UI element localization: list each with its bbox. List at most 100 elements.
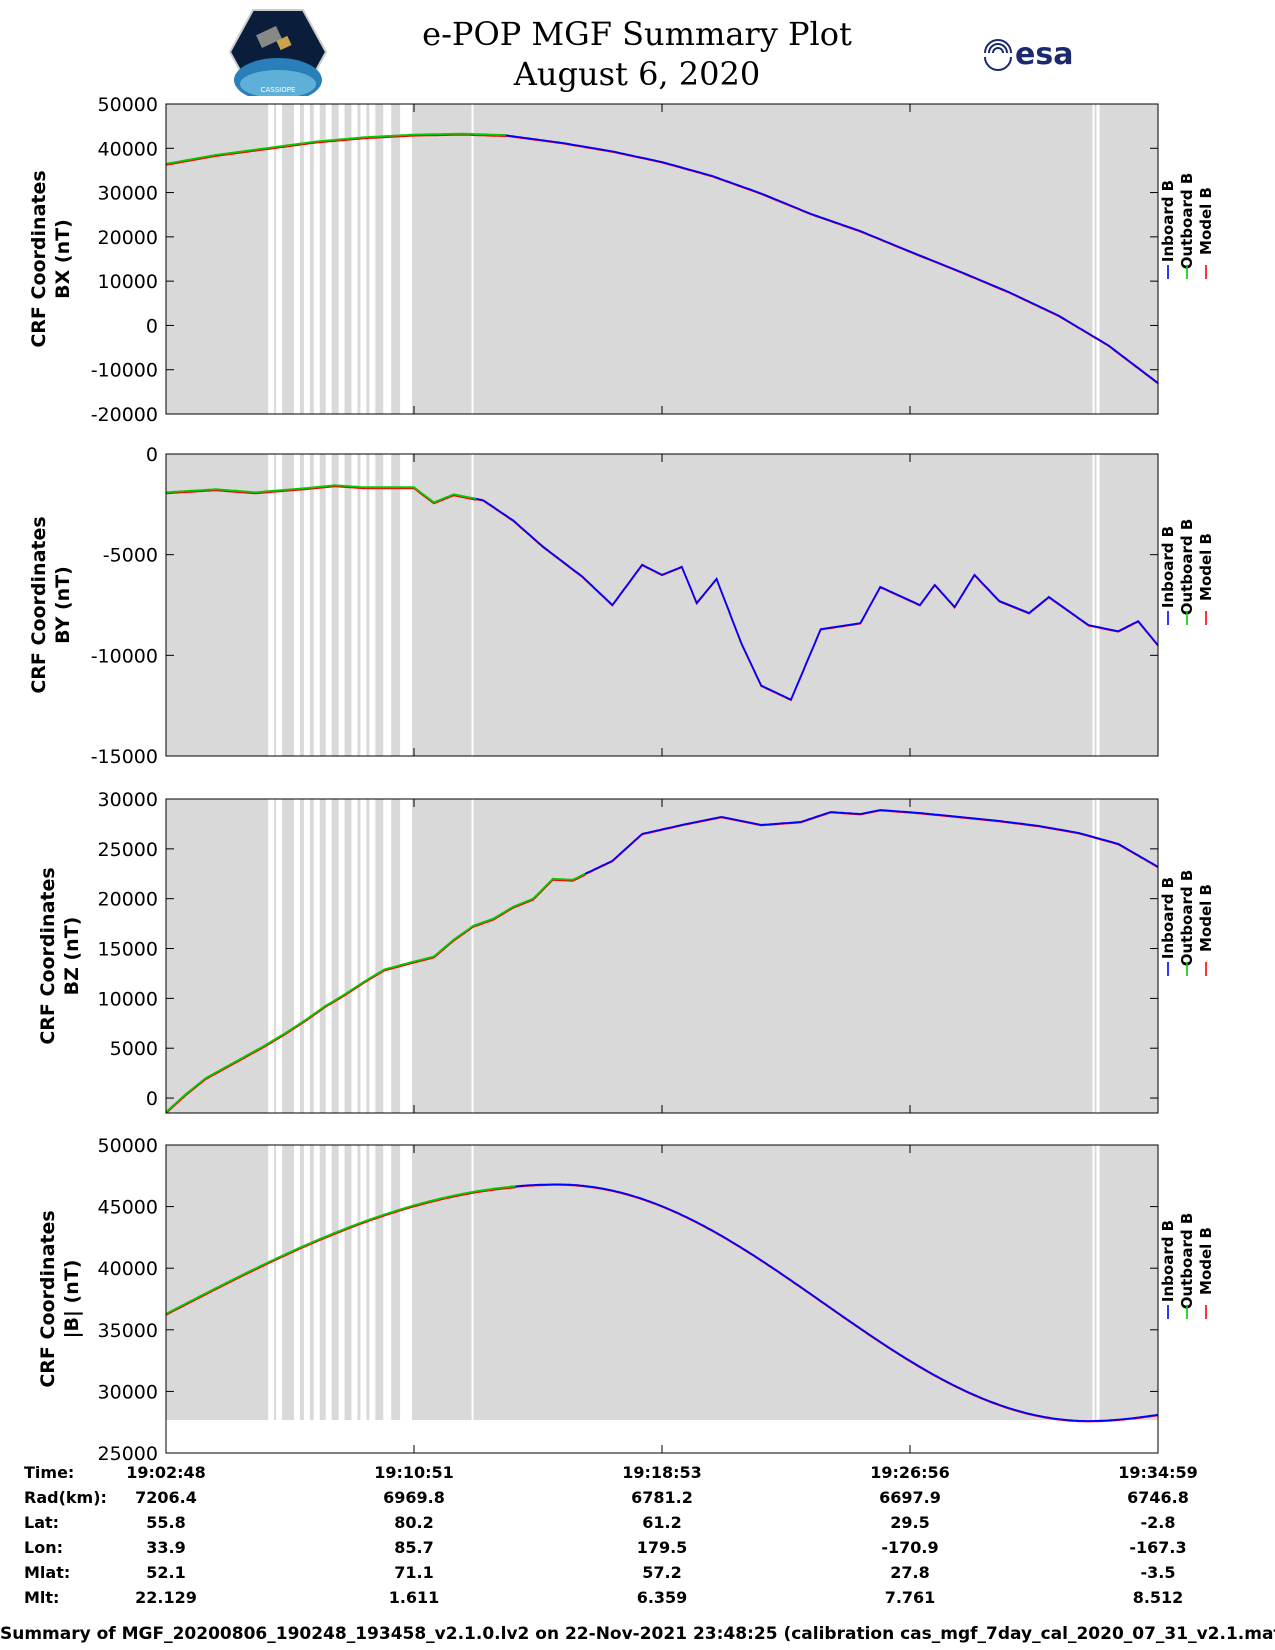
mgf-chart: 50000400003000020000100000-10000-20000CR… xyxy=(28,94,1215,1463)
y-tick-label: 30000 xyxy=(98,183,158,205)
data-gap-band xyxy=(471,454,474,756)
table-cell: 6697.9 xyxy=(879,1488,941,1507)
esa-logo-text: esa xyxy=(1015,37,1073,72)
y-axis-label: CRF Coordinates xyxy=(37,1210,59,1387)
legend-inboard-b-label: Inboard B xyxy=(1159,180,1177,262)
table-row-label: Lon: xyxy=(24,1538,63,1557)
y-tick-label: 0 xyxy=(146,315,158,337)
series-outboard-b xyxy=(165,872,586,1113)
table-row-label: Time: xyxy=(24,1463,75,1482)
table-cell: 6969.8 xyxy=(383,1488,445,1507)
y-axis-label: CRF Coordinates xyxy=(28,170,50,347)
y-tick-label: -5000 xyxy=(103,545,158,567)
y-tick-label: 0 xyxy=(146,444,158,466)
data-gap-band xyxy=(360,799,367,1113)
series-model-b xyxy=(165,134,506,166)
data-gap-band xyxy=(303,104,310,414)
data-gap-band xyxy=(400,799,413,1113)
data-gap-band xyxy=(338,1145,345,1420)
data-gap-band xyxy=(1096,1145,1100,1420)
legend-outboard-b-label: Outboard B xyxy=(1178,870,1196,967)
series-model-b xyxy=(165,485,477,505)
plot-frame xyxy=(165,1144,1159,1454)
table-cell: 1.611 xyxy=(388,1588,440,1607)
table-row-label: Rad(km): xyxy=(24,1488,107,1507)
data-gap-band xyxy=(383,1145,392,1420)
y-tick-label: 40000 xyxy=(98,138,158,160)
y-tick-label: 40000 xyxy=(98,1258,158,1280)
table-cell: 19:26:56 xyxy=(870,1463,950,1482)
table-cell: 8.512 xyxy=(1132,1588,1184,1607)
table-cell: 6781.2 xyxy=(631,1488,693,1507)
table-cell: 52.1 xyxy=(146,1563,186,1582)
data-gap-band xyxy=(303,454,310,756)
legend-inboard-b-label: Inboard B xyxy=(1159,526,1177,608)
data-gap-band xyxy=(313,1145,320,1420)
table-cell: 179.5 xyxy=(636,1538,688,1557)
y-axis-unit-label: BY (nT) xyxy=(52,566,74,644)
series-inboard-b xyxy=(510,1183,1159,1422)
data-gap-band xyxy=(276,454,283,756)
series-model-b xyxy=(165,874,586,1114)
y-tick-label: 25000 xyxy=(98,1443,158,1463)
data-gap-band xyxy=(313,454,320,756)
data-gap-band xyxy=(369,454,376,756)
series-outboard-b xyxy=(165,1185,516,1315)
data-gap-band xyxy=(400,1145,413,1420)
data-gap-band xyxy=(313,104,320,414)
table-cell: 55.8 xyxy=(146,1513,186,1532)
data-gap-band xyxy=(1092,1145,1095,1420)
data-gap-band xyxy=(400,104,413,414)
y-tick-label: 20000 xyxy=(98,227,158,249)
title-line-1: e-POP MGF Summary Plot xyxy=(422,15,852,53)
y-tick-label: -15000 xyxy=(91,746,158,768)
y-tick-label: 15000 xyxy=(98,939,158,961)
data-gap-band xyxy=(338,799,345,1113)
table-cell: 7.761 xyxy=(884,1588,936,1607)
table-cell: 61.2 xyxy=(642,1513,682,1532)
table-cell: 19:18:53 xyxy=(622,1463,702,1482)
footer-caption: Summary of MGF_20200806_190248_193458_v2… xyxy=(0,1624,1275,1644)
legend-outboard-b-label: Outboard B xyxy=(1178,519,1196,616)
data-gap-band xyxy=(351,104,358,414)
y-tick-label: 30000 xyxy=(98,789,158,811)
plot-frame xyxy=(165,453,1159,757)
data-gap-band xyxy=(293,799,300,1113)
data-gap-band xyxy=(383,454,392,756)
data-gap-band xyxy=(1092,104,1095,414)
data-gap-band xyxy=(338,454,345,756)
plot-title: e-POP MGF Summary Plot August 6, 2020 xyxy=(337,14,937,94)
data-gap-band xyxy=(276,799,283,1113)
table-cell: 71.1 xyxy=(394,1563,434,1582)
table-cell: 33.9 xyxy=(146,1538,186,1557)
esa-logo: esa xyxy=(984,37,1073,72)
legend-model-b-label: Model B xyxy=(1197,187,1215,255)
series-inboard-b xyxy=(470,496,1159,701)
data-gap-band xyxy=(471,104,474,414)
table-cell: 29.5 xyxy=(890,1513,930,1532)
data-gap-band xyxy=(471,1145,474,1420)
data-gap-band xyxy=(400,454,413,756)
y-tick-label: 35000 xyxy=(98,1320,158,1342)
y-tick-label: 50000 xyxy=(98,94,158,116)
series-inboard-b xyxy=(579,809,1159,878)
data-gap-band xyxy=(369,1145,376,1420)
table-cell: 19:34:59 xyxy=(1118,1463,1198,1482)
data-gap-band xyxy=(325,454,332,756)
legend-inboard-b-label: Inboard B xyxy=(1159,877,1177,959)
y-tick-label: 50000 xyxy=(98,1135,158,1157)
series-outboard-b xyxy=(165,132,506,165)
series-outboard-b xyxy=(165,484,477,504)
data-gap-band xyxy=(369,799,376,1113)
y-tick-label: 45000 xyxy=(98,1197,158,1219)
legend-inboard-b-label: Inboard B xyxy=(1159,1220,1177,1302)
y-tick-label: 30000 xyxy=(98,1381,158,1403)
plot-frame xyxy=(165,798,1159,1114)
series-inboard-b xyxy=(500,134,1159,384)
data-gap-band xyxy=(383,104,392,414)
title-line-2: August 6, 2020 xyxy=(513,55,761,93)
data-gap-band xyxy=(293,454,300,756)
y-tick-label: -10000 xyxy=(91,645,158,667)
y-axis-unit-label: BZ (nT) xyxy=(61,917,83,996)
y-tick-label: -20000 xyxy=(91,404,158,426)
